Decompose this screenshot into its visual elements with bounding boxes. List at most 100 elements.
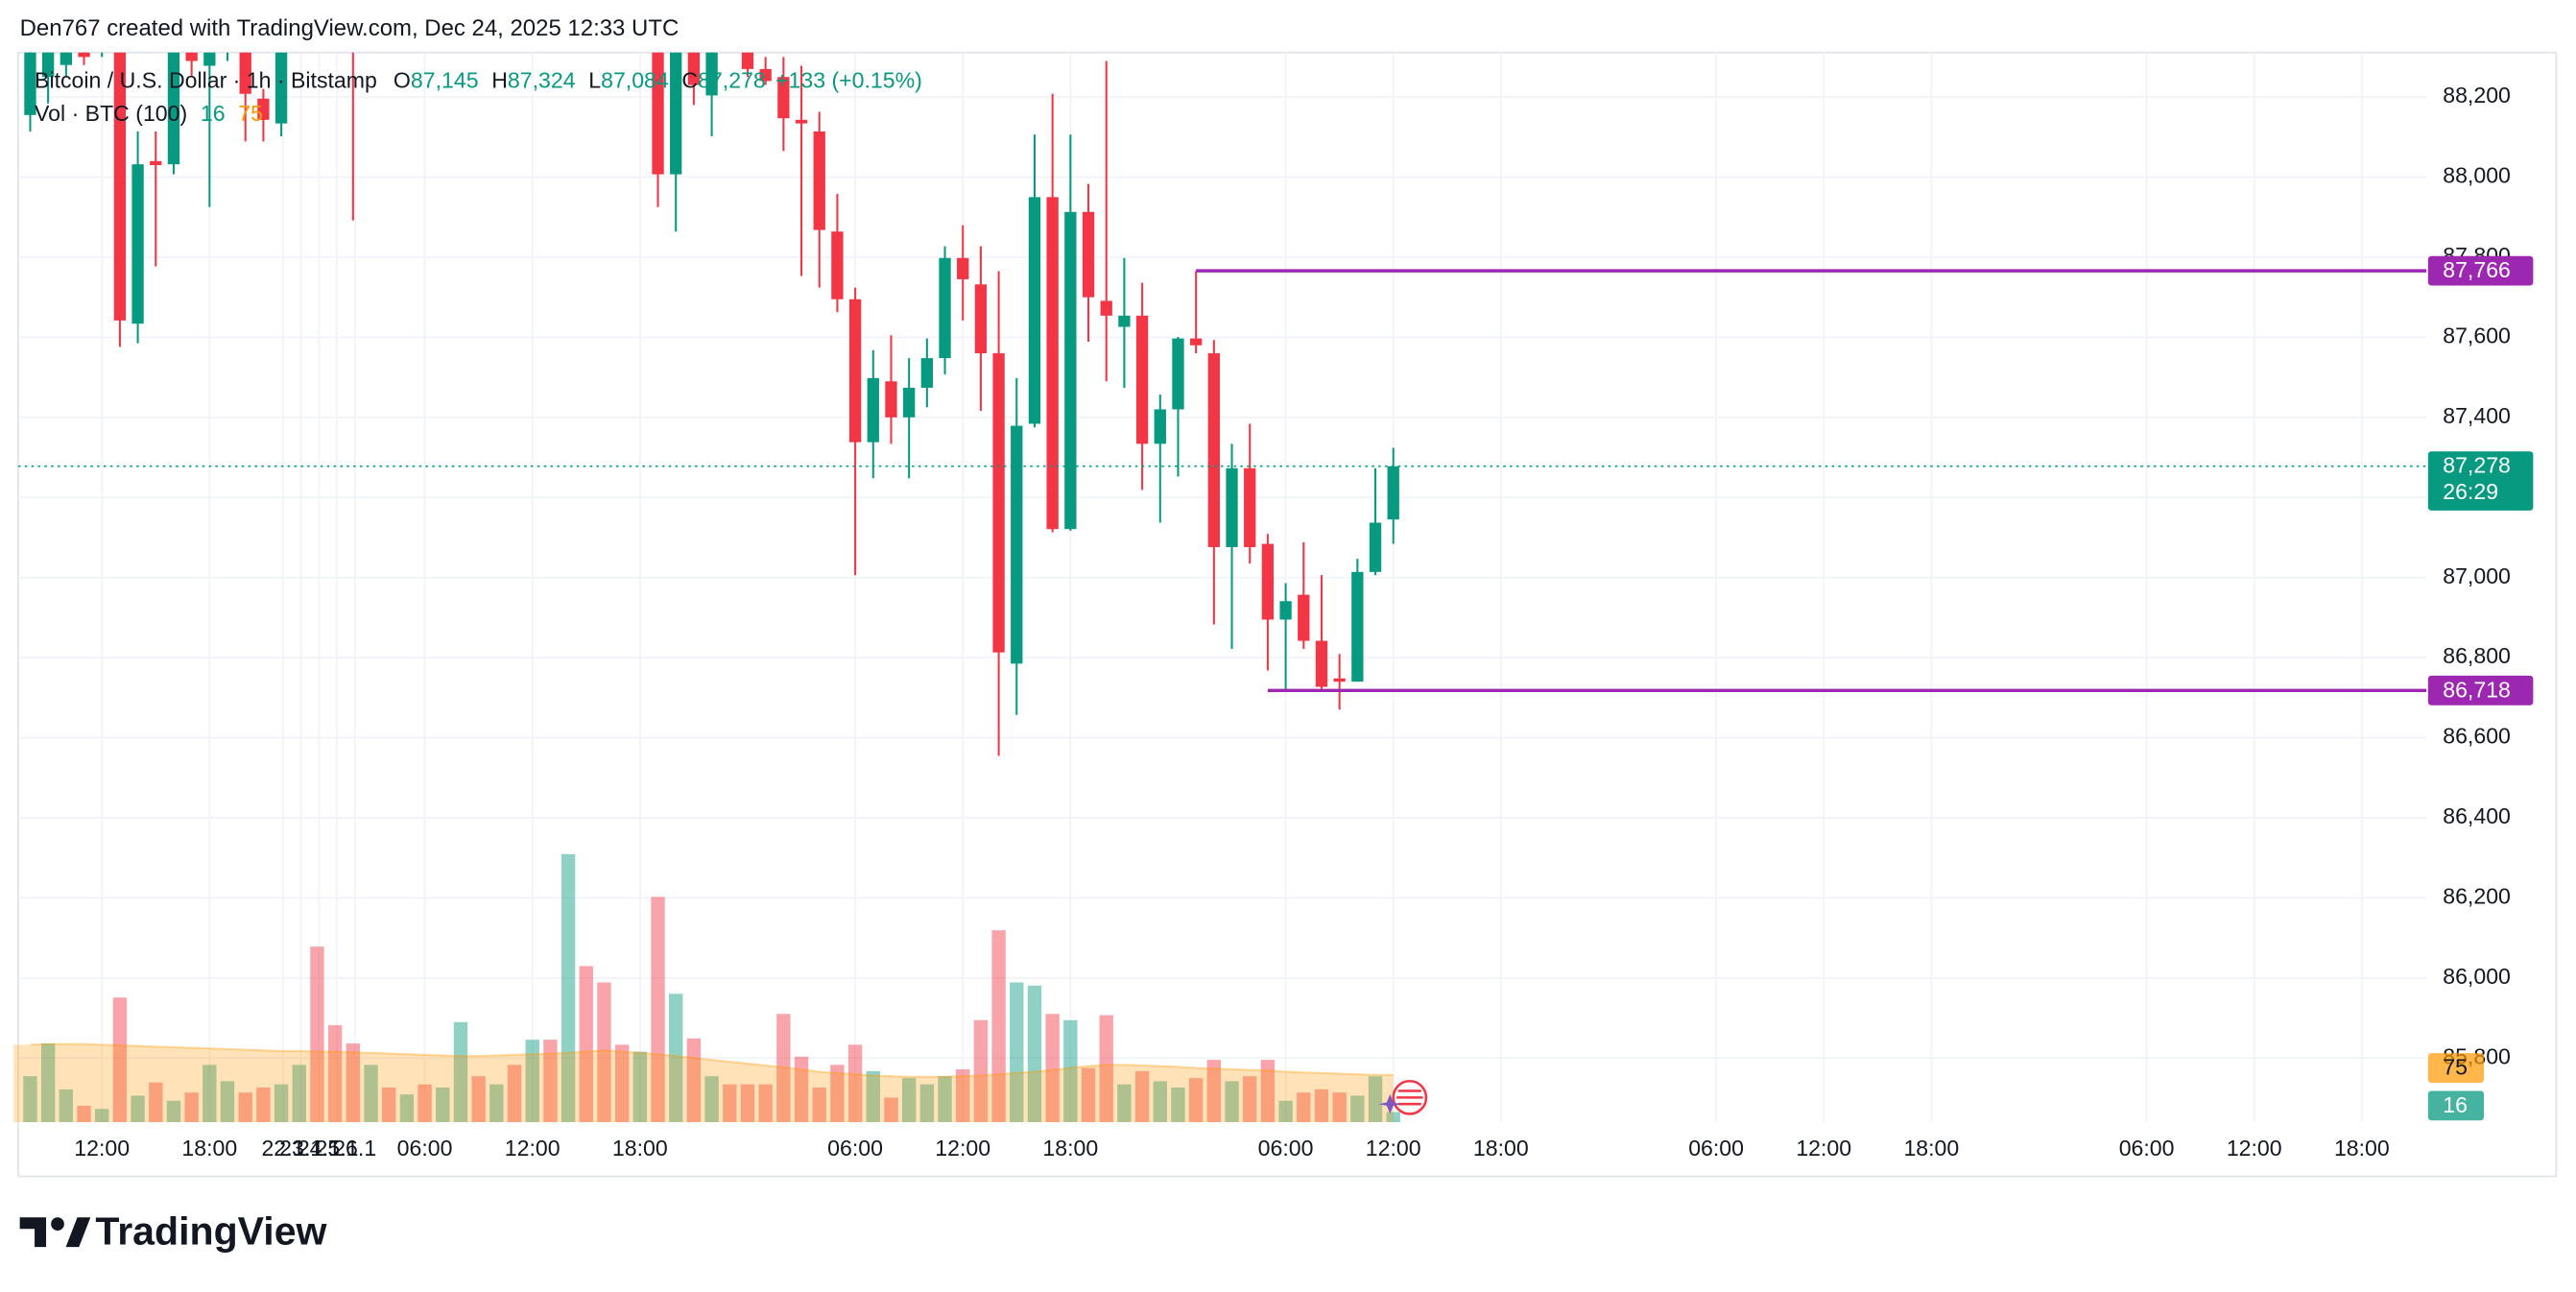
volume-bar — [453, 1021, 468, 1123]
watermark: Den767 created with TradingView.com, Dec… — [20, 15, 680, 41]
candle-body — [150, 160, 162, 165]
ohlc-value: 87,278 — [698, 68, 766, 93]
candle-body — [885, 381, 897, 418]
candles — [24, 52, 1399, 756]
x-tick-label: 12:00 — [935, 1136, 990, 1160]
volume-bar — [327, 1025, 343, 1123]
volume-bar — [561, 853, 576, 1123]
volume-bar — [417, 1084, 432, 1123]
x-tick-label: 22.1 — [261, 1136, 304, 1160]
x-tick-label: 18:00 — [1042, 1136, 1098, 1160]
candle-body — [1118, 315, 1131, 327]
volume-ma-area — [13, 1043, 1394, 1123]
volume-bar — [812, 1087, 826, 1123]
volume-bar — [632, 1051, 648, 1123]
volume-bar — [1153, 1081, 1167, 1123]
candle-body — [1315, 640, 1328, 687]
volume-bar — [669, 993, 683, 1123]
volume-bar — [956, 1068, 970, 1123]
candle-body — [705, 52, 718, 96]
logo-mark — [19, 1217, 47, 1248]
candle-body — [670, 52, 682, 175]
candle-body — [167, 52, 180, 165]
legend: Bitcoin / U.S. Dollar · 1h · Bitstamp O87… — [35, 68, 922, 126]
x-tick-label: 12:00 — [74, 1136, 130, 1160]
candle-body — [1046, 197, 1059, 530]
level-tag — [2427, 255, 2534, 286]
y-tick-label: 87,400 — [2443, 403, 2511, 428]
ohlc-value: 87,084 — [601, 68, 669, 93]
volume-bar — [776, 1014, 791, 1123]
x-tick-label: 06:00 — [2119, 1136, 2175, 1160]
volume-bar — [740, 1084, 755, 1123]
volume-bar — [292, 1065, 306, 1123]
candle-body — [274, 52, 288, 124]
brand-name: TradingView — [95, 1208, 327, 1253]
grid: 85,80086,00086,20086,40086,60086,80087,0… — [17, 52, 2511, 1160]
volume-bar — [131, 1095, 145, 1123]
y-tick-label: 86,800 — [2443, 643, 2511, 668]
last-price-tag — [2427, 451, 2534, 511]
candle-body — [813, 131, 825, 230]
level-tag-label: 87,766 — [2443, 257, 2511, 282]
candle-body — [974, 284, 988, 354]
y-tick-label: 86,400 — [2443, 803, 2511, 828]
volume-bar — [1117, 1084, 1132, 1123]
volume-bar — [1386, 1112, 1400, 1123]
candle-body — [902, 387, 916, 418]
candle-body — [1226, 467, 1238, 547]
volume-bar — [256, 1087, 271, 1123]
event-icon-stripes — [1396, 1089, 1423, 1106]
x-tick-label: 18:00 — [181, 1136, 237, 1160]
volume-bar — [112, 997, 128, 1123]
candle-body — [1298, 594, 1310, 641]
candle-body — [1279, 601, 1292, 620]
volume-bar — [1027, 985, 1042, 1123]
candle-body — [41, 52, 55, 78]
candle-body — [1011, 425, 1023, 664]
candle-body — [1100, 300, 1112, 316]
y-tick-label: 88,000 — [2443, 163, 2511, 188]
volume-bar — [436, 1087, 450, 1123]
volume-bar — [1081, 1067, 1096, 1123]
candle-body — [957, 257, 969, 279]
candle-body — [113, 52, 127, 321]
volume-bar — [525, 1040, 539, 1123]
volume-bar — [884, 1097, 898, 1123]
candle-body — [1244, 467, 1256, 547]
candle-body — [24, 52, 36, 115]
volume-bar — [1314, 1089, 1329, 1123]
volume-bar — [1063, 1019, 1078, 1123]
last-price-label: 87,278 — [2443, 453, 2511, 478]
x-tick-label: 18:00 — [1903, 1136, 1959, 1160]
candle-body — [795, 119, 808, 124]
symbol-name: Bitcoin / U.S. Dollar · 1h · Bitstamp — [35, 68, 377, 93]
volume-bar — [364, 1065, 378, 1123]
y-tick-label: 86,200 — [2443, 884, 2511, 909]
x-tick-label: 06:00 — [827, 1136, 883, 1160]
volume-bar — [1045, 1014, 1060, 1123]
volume-bar — [1225, 1081, 1239, 1123]
volume-bar — [166, 1100, 181, 1123]
candle-body — [687, 52, 701, 85]
candle-body — [131, 164, 144, 324]
brand-logo: TradingView — [19, 1208, 328, 1253]
volume-bar — [847, 1044, 863, 1123]
volume-legend-value: 16 — [201, 101, 226, 126]
ohlc-value: 87,324 — [508, 68, 576, 93]
candle-body — [777, 77, 790, 119]
volume-bar — [23, 1076, 37, 1123]
y-tick-label: 86,000 — [2443, 964, 2511, 989]
volume-bar — [220, 1081, 235, 1123]
logo-mark — [51, 1217, 64, 1231]
volume-bar — [794, 1056, 809, 1123]
candle-body — [60, 52, 72, 65]
volume-bar — [704, 1076, 719, 1123]
candle-body — [1189, 338, 1203, 346]
y-tick-label: 87,600 — [2443, 323, 2511, 347]
volume-bar — [184, 1092, 199, 1123]
volume-bar — [866, 1070, 880, 1123]
candle-body — [848, 299, 862, 443]
volume-bar — [686, 1038, 702, 1123]
